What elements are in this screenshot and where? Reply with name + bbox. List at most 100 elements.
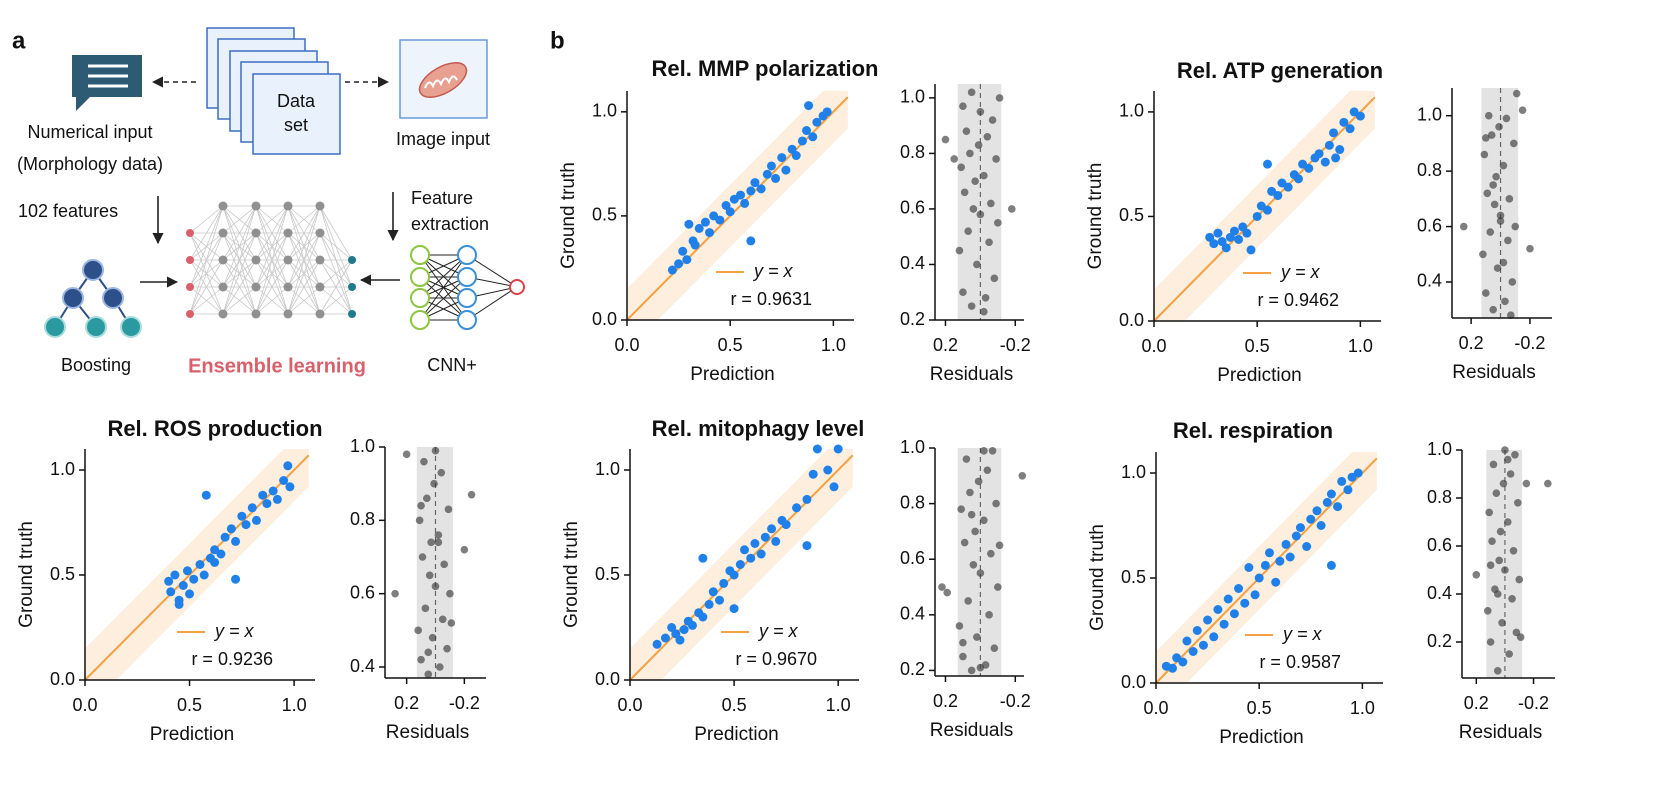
y-axis-label: Ground truth bbox=[558, 162, 579, 269]
point bbox=[781, 520, 791, 530]
net-edge bbox=[287, 259, 321, 315]
residual-point bbox=[988, 116, 997, 124]
point bbox=[1283, 182, 1293, 192]
point bbox=[679, 625, 689, 635]
point bbox=[1322, 497, 1332, 507]
point bbox=[674, 259, 684, 269]
net-edge bbox=[255, 232, 289, 315]
net-node bbox=[251, 255, 261, 265]
net-edge bbox=[319, 259, 353, 315]
net-edge bbox=[189, 205, 224, 288]
point bbox=[226, 524, 236, 534]
net-node bbox=[251, 282, 261, 292]
residual-point bbox=[1518, 106, 1527, 114]
x-tick-label: 1.0 bbox=[1348, 336, 1373, 356]
residual-point bbox=[444, 505, 453, 514]
residual-point bbox=[1515, 575, 1524, 584]
label: (Morphology data) bbox=[17, 154, 163, 174]
residual-point bbox=[980, 446, 988, 455]
net-node bbox=[315, 201, 325, 211]
panel-label: a bbox=[12, 27, 26, 54]
chart-title: Rel. ATP generation bbox=[1177, 58, 1383, 83]
residual-point bbox=[1505, 650, 1514, 658]
chart: 0.0 0.5 1.0 0.0 0.5 1.0 Prediction Ground truth… bbox=[561, 416, 864, 745]
residual-point bbox=[417, 501, 425, 510]
point bbox=[1252, 211, 1262, 221]
point bbox=[1182, 636, 1192, 646]
point bbox=[1246, 245, 1256, 255]
x-tick-label: 0.2 bbox=[394, 693, 419, 713]
x-tick-label: 0.2 bbox=[1464, 693, 1489, 713]
residual-point bbox=[1486, 561, 1495, 569]
x-tick-label: 0.0 bbox=[72, 695, 97, 715]
point bbox=[1326, 560, 1336, 570]
y-tick-label: 0.5 bbox=[592, 205, 617, 225]
net-edge bbox=[287, 232, 321, 315]
point bbox=[1312, 506, 1322, 516]
residual-point bbox=[976, 107, 985, 116]
point bbox=[1324, 140, 1334, 150]
x-tick-label: 0.5 bbox=[718, 335, 743, 355]
point bbox=[735, 560, 745, 569]
point bbox=[1304, 163, 1314, 173]
net-node bbox=[348, 256, 356, 264]
chart: 0.0 0.5 1.0 0.0 0.5 1.0 Prediction Ground truth… bbox=[1085, 58, 1383, 386]
residual-point bbox=[966, 488, 974, 497]
point bbox=[808, 132, 818, 142]
panel-label: b bbox=[550, 27, 565, 54]
y-tick-label: 0.4 bbox=[1427, 583, 1452, 603]
y-tick-label: 1.0 bbox=[595, 459, 620, 479]
point bbox=[756, 549, 766, 559]
cnn-node bbox=[457, 267, 477, 287]
residual-chart: 0.2 -0.2 0.4 0.6 0.8 1.0 Residuals bbox=[350, 436, 486, 743]
net-node bbox=[218, 282, 228, 292]
point bbox=[231, 574, 241, 584]
residual-point bbox=[436, 663, 444, 671]
point bbox=[1244, 563, 1254, 572]
point bbox=[1198, 640, 1208, 650]
point bbox=[1335, 145, 1345, 155]
residual-point bbox=[959, 652, 967, 661]
label: Ensemble learning bbox=[188, 355, 366, 377]
x-tick-label: 0.0 bbox=[1141, 336, 1166, 356]
point bbox=[178, 581, 188, 590]
residual-point bbox=[981, 293, 990, 302]
residual-point bbox=[1007, 205, 1016, 213]
residual-point bbox=[467, 490, 476, 499]
point bbox=[822, 107, 832, 117]
point bbox=[1343, 485, 1353, 495]
point bbox=[166, 587, 176, 597]
point bbox=[1291, 531, 1301, 541]
residual-point bbox=[1504, 236, 1512, 245]
residual-point bbox=[995, 541, 1004, 550]
point bbox=[746, 236, 756, 246]
net-node bbox=[315, 228, 325, 238]
point bbox=[750, 178, 760, 188]
residual-point bbox=[1479, 250, 1487, 259]
identity-line bbox=[1155, 457, 1378, 684]
y-tick-label: 0.4 bbox=[900, 604, 925, 624]
residual-point bbox=[431, 582, 440, 591]
point bbox=[829, 482, 839, 492]
point bbox=[675, 635, 685, 645]
net-edge bbox=[255, 205, 289, 288]
point bbox=[164, 576, 174, 586]
point bbox=[185, 589, 195, 599]
residual-point bbox=[1503, 518, 1512, 526]
residual-point bbox=[971, 527, 979, 536]
residual-point bbox=[1496, 211, 1505, 220]
point bbox=[756, 184, 766, 194]
residual-point bbox=[1508, 278, 1517, 286]
point bbox=[251, 515, 261, 525]
residual-point bbox=[976, 210, 985, 219]
net-edge bbox=[222, 259, 257, 315]
residual-point bbox=[423, 494, 431, 503]
point bbox=[1229, 609, 1239, 619]
residual-point bbox=[1499, 161, 1508, 170]
residual-point bbox=[967, 510, 976, 519]
y-tick-label: 1.0 bbox=[1417, 104, 1442, 124]
residual-point bbox=[994, 219, 1002, 227]
y-tick-label: 0.8 bbox=[350, 509, 375, 529]
y-axis-label: Ground truth bbox=[16, 521, 37, 628]
